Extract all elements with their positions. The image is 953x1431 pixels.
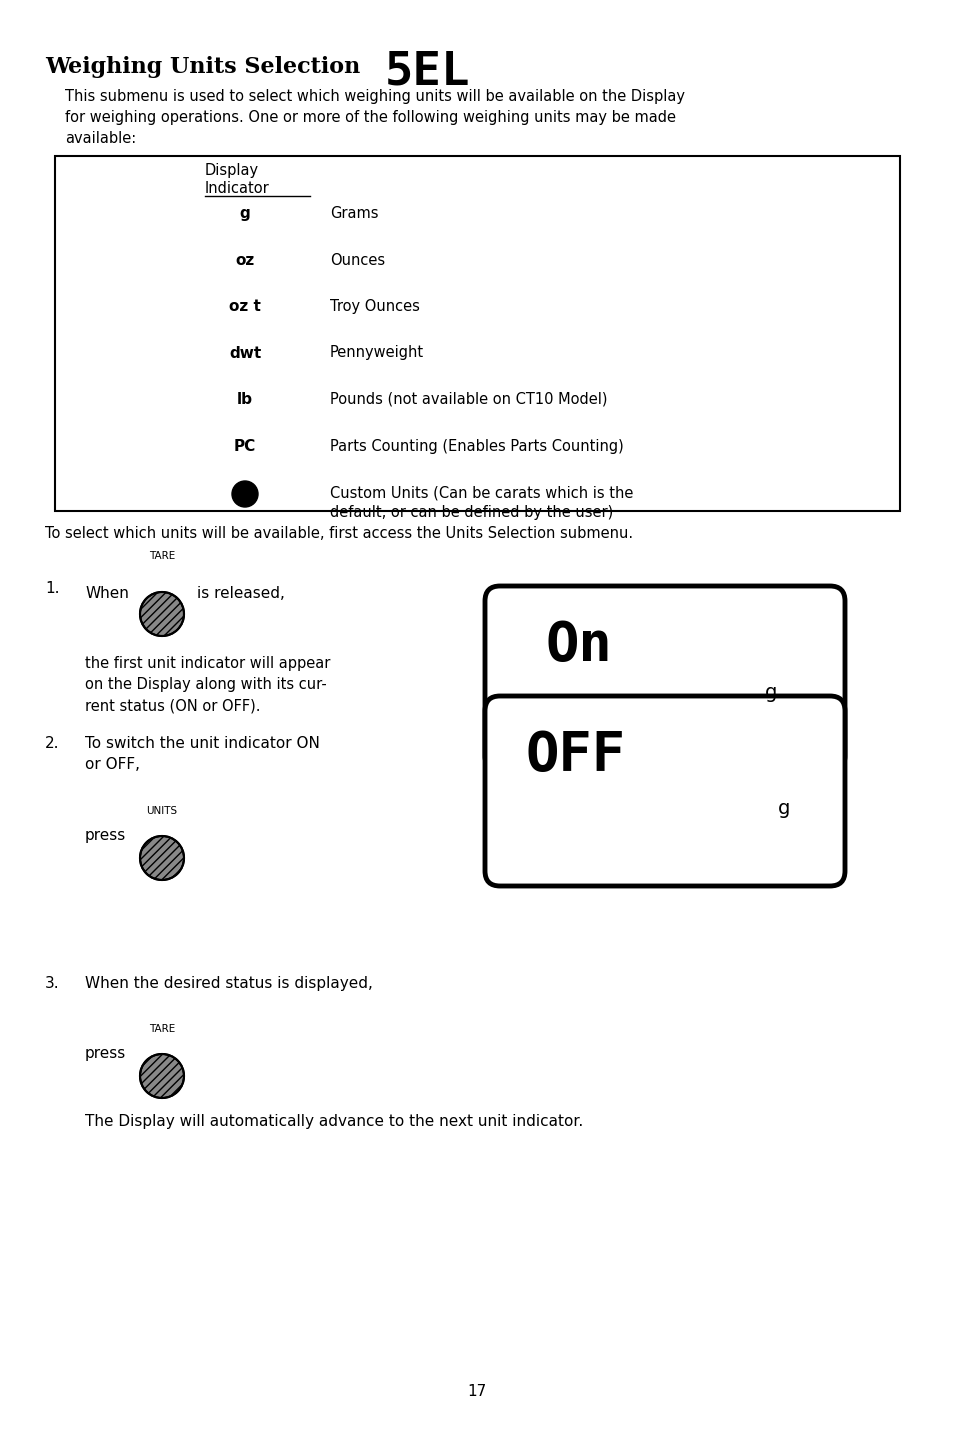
Text: To select which units will be available, first access the Units Selection submen: To select which units will be available,…	[45, 527, 633, 541]
Text: lb: lb	[236, 392, 253, 406]
Text: g: g	[778, 798, 789, 819]
Text: press: press	[85, 829, 126, 843]
Text: 2.: 2.	[45, 736, 59, 751]
Text: The Display will automatically advance to the next unit indicator.: The Display will automatically advance t…	[85, 1113, 582, 1129]
Text: When: When	[85, 587, 129, 601]
Text: OFF: OFF	[524, 728, 624, 781]
Text: This submenu is used to select which weighing units will be available on the Dis: This submenu is used to select which wei…	[65, 89, 684, 146]
FancyBboxPatch shape	[484, 587, 844, 771]
Text: Weighing Units Selection: Weighing Units Selection	[45, 56, 360, 79]
Circle shape	[140, 592, 184, 635]
Text: Pounds (not available on CT10 Model): Pounds (not available on CT10 Model)	[330, 392, 607, 406]
Text: Display: Display	[205, 163, 259, 177]
Text: Ounces: Ounces	[330, 252, 385, 268]
Text: PC: PC	[233, 438, 255, 454]
Text: UNITS: UNITS	[146, 806, 177, 816]
Text: Troy Ounces: Troy Ounces	[330, 299, 419, 313]
Text: oz: oz	[235, 252, 254, 268]
Text: TARE: TARE	[149, 551, 175, 561]
Text: TARE: TARE	[149, 1025, 175, 1035]
Circle shape	[232, 481, 257, 507]
Text: Parts Counting (Enables Parts Counting): Parts Counting (Enables Parts Counting)	[330, 438, 623, 454]
Text: Custom Units (Can be carats which is the
default, or can be defined by the user): Custom Units (Can be carats which is the…	[330, 485, 633, 519]
Text: dwt: dwt	[229, 345, 261, 361]
Text: Grams: Grams	[330, 206, 378, 220]
FancyBboxPatch shape	[484, 695, 844, 886]
Text: Pennyweight: Pennyweight	[330, 345, 424, 361]
Text: To switch the unit indicator ON
or OFF,: To switch the unit indicator ON or OFF,	[85, 736, 319, 771]
FancyBboxPatch shape	[55, 156, 899, 511]
Text: When the desired status is displayed,: When the desired status is displayed,	[85, 976, 373, 992]
Text: g: g	[239, 206, 250, 220]
Circle shape	[140, 836, 184, 880]
Text: g: g	[764, 683, 777, 703]
Circle shape	[140, 1055, 184, 1098]
Text: 5EL: 5EL	[385, 49, 470, 94]
Text: oz t: oz t	[229, 299, 261, 313]
Text: press: press	[85, 1046, 126, 1060]
Text: 17: 17	[467, 1384, 486, 1400]
Text: Indicator: Indicator	[205, 180, 270, 196]
Text: 3.: 3.	[45, 976, 60, 992]
Text: is released,: is released,	[196, 587, 285, 601]
Text: 1.: 1.	[45, 581, 59, 595]
Text: On: On	[544, 620, 611, 673]
Text: the first unit indicator will appear
on the Display along with its cur-
rent sta: the first unit indicator will appear on …	[85, 655, 330, 713]
